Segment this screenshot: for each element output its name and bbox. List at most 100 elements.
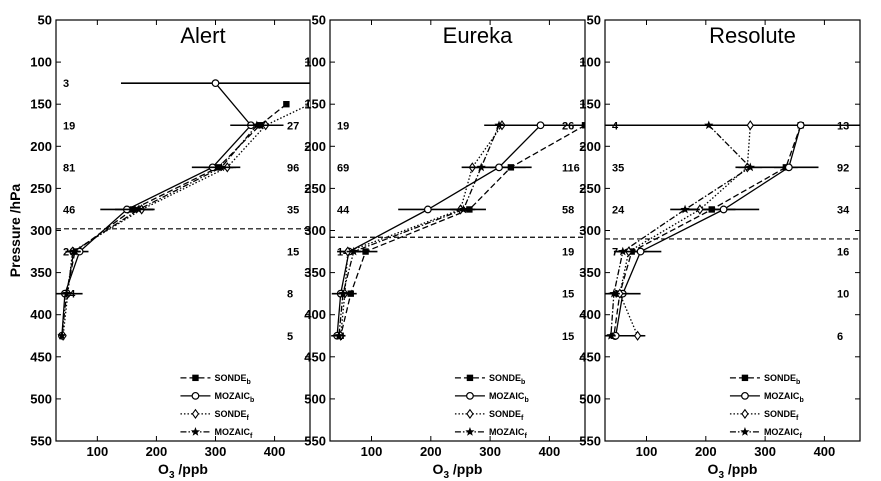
- sample-count-right: 58: [562, 204, 574, 216]
- legend-label: MOZAICb: [489, 391, 529, 404]
- legend-marker: [741, 408, 749, 419]
- series-mozaic-f-point: [609, 288, 619, 298]
- sample-count-left: 3: [63, 78, 69, 90]
- sample-count-left: 4: [612, 120, 619, 132]
- panel-title: Resolute: [709, 23, 796, 48]
- y-tick-label: 50: [312, 13, 326, 28]
- series-mozaic-b-line: [61, 82, 252, 336]
- x-tick-label: 200: [420, 444, 442, 459]
- legend-label: SONDEb: [489, 373, 525, 386]
- legend-marker: [466, 374, 474, 382]
- series-mozaic-f-point: [62, 288, 72, 298]
- y-tick-label: 100: [579, 55, 601, 70]
- x-tick-label: 300: [479, 444, 501, 459]
- series-mozaic-f-point: [69, 246, 79, 256]
- sample-count-right: 16: [837, 247, 849, 259]
- x-tick-label: 400: [264, 444, 286, 459]
- x-axis-label: O3 /ppb: [158, 461, 208, 481]
- y-tick-label: 250: [304, 181, 326, 196]
- legend-marker: [741, 374, 749, 382]
- sample-count-right: 10: [837, 289, 849, 301]
- legend-marker: [190, 427, 201, 436]
- y-tick-label: 400: [579, 307, 601, 322]
- sample-count-right: 5: [287, 331, 293, 343]
- series-mozaic-f-point: [134, 204, 144, 214]
- y-tick-label: 400: [30, 307, 52, 322]
- x-tick-label: 200: [695, 444, 717, 459]
- series-mozaic-f-point: [57, 330, 67, 340]
- sample-count-right: 15: [562, 289, 574, 301]
- series-sonde-b-line: [613, 125, 802, 336]
- panel-eureka: 50 100 150 200 250 300 350 400 450 500 550 100 200 30…: [304, 13, 586, 481]
- series-mozaic-f-line: [61, 124, 258, 336]
- series-group: [56, 79, 310, 341]
- series-mozaic-b-point: [796, 121, 805, 130]
- sample-count-right: 27: [287, 120, 299, 132]
- series-mozaic-f-point: [680, 204, 690, 214]
- x-tick-label: 100: [361, 444, 383, 459]
- legend-label: MOZAICf: [214, 427, 253, 440]
- series-mozaic-b-point: [495, 163, 503, 172]
- series-mozaic-b-point: [423, 205, 432, 214]
- x-tick-label: 300: [205, 444, 227, 459]
- y-tick-label: 200: [304, 139, 326, 154]
- y-tick-label: 150: [304, 97, 326, 112]
- series-sonde-b-point: [362, 248, 369, 255]
- series-mozaic-f-point: [476, 162, 486, 172]
- series-mozaic-f-line: [338, 125, 500, 336]
- sample-count-right: 116: [562, 162, 580, 174]
- series-group: [605, 120, 860, 341]
- legend-marker: [191, 408, 200, 419]
- y-tick-label: 550: [304, 434, 326, 449]
- x-tick-label: 100: [86, 444, 108, 459]
- sample-count-left: 44: [337, 204, 350, 216]
- series-mozaic-f-point: [349, 246, 359, 256]
- sample-count-right: 15: [562, 331, 574, 343]
- series-mozaic-b-line: [336, 124, 541, 336]
- sample-count-right: 34: [837, 204, 850, 216]
- sample-count-right: 19: [562, 247, 574, 259]
- y-tick-label: 550: [579, 434, 601, 449]
- legend: SONDEb MOZAICb SONDEf MOZAICf: [180, 373, 254, 440]
- x-tick-label: 400: [539, 444, 561, 459]
- sample-count-left: 19: [63, 120, 75, 132]
- y-tick-label: 550: [30, 434, 52, 449]
- sample-count-left: 24: [612, 204, 625, 216]
- sample-count-right: 6: [837, 331, 843, 343]
- y-tick-label: 250: [579, 181, 601, 196]
- series-mozaic-f-point: [606, 330, 616, 340]
- x-tick-label: 400: [814, 444, 836, 459]
- legend-label: SONDEb: [764, 373, 800, 386]
- legend-marker: [740, 427, 750, 436]
- y-tick-label: 500: [304, 391, 326, 406]
- x-tick-label: 200: [146, 444, 168, 459]
- panel-title: Alert: [180, 23, 225, 48]
- sample-count-right: 92: [837, 162, 849, 174]
- y-tick-label: 450: [579, 349, 601, 364]
- series-mozaic-b-point: [784, 163, 793, 172]
- series-sonde-b-line: [340, 124, 585, 336]
- series-mozaic-b-point: [719, 205, 728, 214]
- series-mozaic-b-line: [615, 125, 802, 336]
- x-axis-label: O3 /ppb: [708, 461, 758, 481]
- legend-marker: [465, 427, 475, 436]
- y-tick-label: 150: [30, 97, 52, 112]
- series-sonde-f-line: [619, 125, 751, 337]
- series-mozaic-f-point: [338, 288, 348, 298]
- series-mozaic-f-point: [252, 120, 262, 130]
- series-sonde-f-line: [340, 124, 503, 336]
- series-sonde-f-point: [633, 330, 642, 341]
- sample-count-right: 13: [837, 120, 849, 132]
- sample-count-right: 15: [287, 247, 299, 259]
- series-mozaic-b-point: [636, 247, 645, 256]
- x-tick-label: 300: [754, 444, 776, 459]
- y-tick-label: 250: [30, 181, 52, 196]
- legend-marker: [466, 391, 474, 400]
- series-mozaic-f-line: [610, 124, 752, 336]
- sample-count-left: 19: [337, 120, 349, 132]
- y-tick-label: 50: [38, 13, 52, 28]
- y-tick-label: 300: [30, 223, 52, 238]
- legend-label: SONDEf: [764, 409, 799, 422]
- sample-count-left: 7: [612, 247, 618, 259]
